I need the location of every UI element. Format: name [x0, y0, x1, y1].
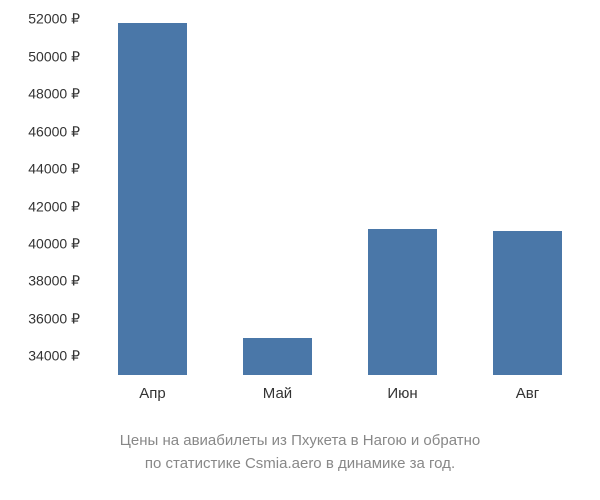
x-tick-label: Май	[263, 385, 292, 402]
bar	[493, 231, 562, 375]
y-tick-label: 34000 ₽	[28, 348, 80, 365]
bar	[368, 229, 437, 375]
plot-area	[90, 10, 590, 375]
x-tick-label: Авг	[516, 385, 539, 402]
price-chart: 34000 ₽ 36000 ₽ 38000 ₽ 40000 ₽ 42000 ₽ 44000…	[0, 10, 600, 410]
chart-caption: Цены на авиабилеты из Пхукета в Нагою и …	[0, 430, 600, 475]
y-tick-label: 52000 ₽	[28, 11, 80, 28]
y-tick-label: 40000 ₽	[28, 235, 80, 252]
y-tick-label: 48000 ₽	[28, 86, 80, 103]
bar	[118, 23, 187, 375]
caption-line-1: Цены на авиабилеты из Пхукета в Нагою и …	[120, 432, 480, 449]
y-tick-label: 38000 ₽	[28, 273, 80, 290]
caption-line-2: по статистике Csmia.aero в динамике за г…	[145, 455, 455, 472]
y-tick-label: 44000 ₽	[28, 161, 80, 178]
x-axis: Апр Май Июн Авг	[90, 380, 590, 410]
y-tick-label: 50000 ₽	[28, 48, 80, 65]
y-tick-label: 42000 ₽	[28, 198, 80, 215]
y-tick-label: 46000 ₽	[28, 123, 80, 140]
x-tick-label: Апр	[139, 385, 165, 402]
y-axis: 34000 ₽ 36000 ₽ 38000 ₽ 40000 ₽ 42000 ₽ 44000…	[10, 10, 80, 375]
y-tick-label: 36000 ₽	[28, 310, 80, 327]
x-tick-label: Июн	[387, 385, 417, 402]
bar	[243, 338, 312, 375]
